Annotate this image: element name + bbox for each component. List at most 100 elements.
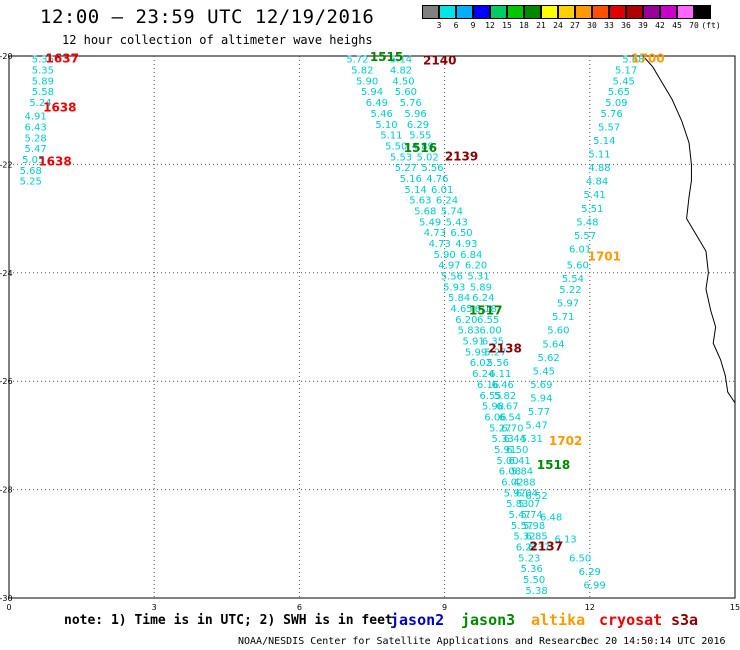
legend-swatch <box>524 5 541 19</box>
wave-height-value: 5.27 <box>489 423 511 434</box>
legend-swatch <box>677 5 694 19</box>
page-title: 12:00 – 23:59 UTC 12/19/2016 <box>40 6 375 28</box>
wave-height-value: 6.01 <box>431 185 453 196</box>
legend-label: 42 <box>655 21 665 30</box>
wave-height-value: 5.63 <box>409 196 431 207</box>
satellite-label-jason2: jason2 <box>390 611 445 629</box>
wave-height-value: 5.35 <box>32 66 54 77</box>
wave-height-value: 4.82 <box>390 66 412 77</box>
wave-height-value: 5.91 <box>463 337 485 348</box>
wave-height-value: 4.73 <box>429 239 451 250</box>
satellite-label-cryosat: cryosat <box>599 611 663 629</box>
wave-height-value: 5.00 <box>496 456 518 467</box>
pass-time-label: 1700 <box>631 52 664 66</box>
legend-label: 33 <box>604 21 614 30</box>
wave-height-value: 5.47 <box>508 510 530 521</box>
wave-height-value: 4.97 <box>438 261 460 272</box>
wave-height-value: 6.04 <box>516 488 538 499</box>
wave-height-value: 5.14 <box>390 55 412 66</box>
legend-swatch <box>456 5 473 19</box>
wave-height-value: 6.16 <box>477 380 499 391</box>
legend-swatch <box>643 5 660 19</box>
note-text: note: 1) Time is in UTC; 2) SWH is in fe… <box>64 613 393 628</box>
wave-height-value: 5.11 <box>380 131 402 142</box>
wave-height-value: 5.31 <box>521 434 543 445</box>
pass-time-label: 1638 <box>43 100 76 114</box>
y-tick-label: -28 <box>0 486 13 495</box>
wave-height-value: 6.41 <box>508 456 530 467</box>
pass-time-label: 1638 <box>38 155 71 169</box>
wave-height-value: 5.24 <box>29 98 51 109</box>
wave-height-value: 5.83 <box>458 326 480 337</box>
wave-height-value: 5.58 <box>32 87 54 98</box>
pass-time-label: 1702 <box>549 434 582 448</box>
wave-height-value: 5.53 <box>390 152 412 163</box>
wave-height-value: 5.57 <box>574 231 596 242</box>
wave-height-value: 5.11 <box>588 150 610 161</box>
wave-height-value: 5.09 <box>605 98 627 109</box>
x-tick-label: 12 <box>585 603 595 612</box>
wave-height-value: 5.90 <box>433 250 455 261</box>
wave-height-value: 5.38 <box>525 586 547 597</box>
wave-height-value: 4.93 <box>455 239 477 250</box>
pass-time-label: 2140 <box>423 53 456 67</box>
y-tick-label: -26 <box>0 377 13 386</box>
timestamp-text: Dec 20 14:50:14 UTC 2016 <box>581 636 726 647</box>
legend-swatch <box>575 5 592 19</box>
wave-height-value: 5.64 <box>542 339 564 350</box>
wave-height-value: 5.50 <box>523 575 545 586</box>
legend-label: 6 <box>453 21 459 30</box>
wave-height-value: 5.50 <box>385 141 407 152</box>
wave-height-value: 5.90 <box>356 76 378 87</box>
satellite-label-jason3: jason3 <box>461 611 516 629</box>
wave-height-value: 5.93 <box>443 282 465 293</box>
wave-height-value: 5.41 <box>584 190 606 201</box>
map-frame <box>8 55 736 599</box>
wave-height-value: 5.82 <box>494 391 516 402</box>
legend-label: 30 <box>587 21 597 30</box>
pass-time-label: 2139 <box>445 149 478 163</box>
wave-height-value: 6.29 <box>407 120 429 131</box>
wave-height-value: 4.89 <box>412 141 434 152</box>
wave-height-value: 6.46 <box>492 380 514 391</box>
legend-label: 12 <box>485 21 495 30</box>
satellite-label-altika: altika <box>531 611 586 629</box>
pass-time-label: 2138 <box>488 342 521 356</box>
credit-text: NOAA/NESDIS Center for Satellite Applica… <box>238 636 588 647</box>
wave-height-value: 5.33 <box>492 434 514 445</box>
wave-height-value: 5.28 <box>24 133 46 144</box>
wave-height-value: 6.84 <box>460 250 482 261</box>
wave-height-value: 5.68 <box>20 166 42 177</box>
wave-height-value: 4.76 <box>426 174 448 185</box>
wave-height-value: 6.06 <box>484 412 506 423</box>
wave-height-value: 5.98 <box>523 521 545 532</box>
legend-label: 18 <box>519 21 529 30</box>
wave-height-value: 5.02 <box>417 152 439 163</box>
wave-height-value: 5.22 <box>559 285 581 296</box>
wave-height-value: 5.84 <box>448 293 470 304</box>
wave-height-value: 5.45 <box>613 76 635 87</box>
wave-height-value: 6.43 <box>24 122 46 133</box>
wave-height-value: 5.55 <box>409 131 431 142</box>
wave-height-value: 4.50 <box>392 76 414 87</box>
wave-height-value: 5.54 <box>562 274 584 285</box>
wave-height-value: 5.17 <box>615 66 637 77</box>
wave-height-value: 6.37 <box>528 543 550 554</box>
wave-height-value: 5.48 <box>576 217 598 228</box>
wave-height-value: 6.67 <box>496 402 518 413</box>
wave-height-value: 5.72 <box>346 55 368 66</box>
pass-time-label: 1515 <box>370 50 403 64</box>
pass-time-label: 1701 <box>588 250 621 264</box>
wave-height-value: 6.50 <box>506 445 528 456</box>
wave-height-value: 6.11 <box>489 369 511 380</box>
wave-height-value: 5.65 <box>608 87 630 98</box>
legend-label: 15 <box>502 21 512 30</box>
legend-label: 9 <box>470 21 476 30</box>
wave-height-value: 5.56 <box>487 358 509 369</box>
wave-height-value: 4.88 <box>513 477 535 488</box>
pass-time-label: 2137 <box>530 540 563 554</box>
legend-label: 24 <box>553 21 563 30</box>
wave-height-value: 5.60 <box>547 326 569 337</box>
wave-height-value: 6.29 <box>579 567 601 578</box>
wave-height-value: 5.49 <box>419 217 441 228</box>
